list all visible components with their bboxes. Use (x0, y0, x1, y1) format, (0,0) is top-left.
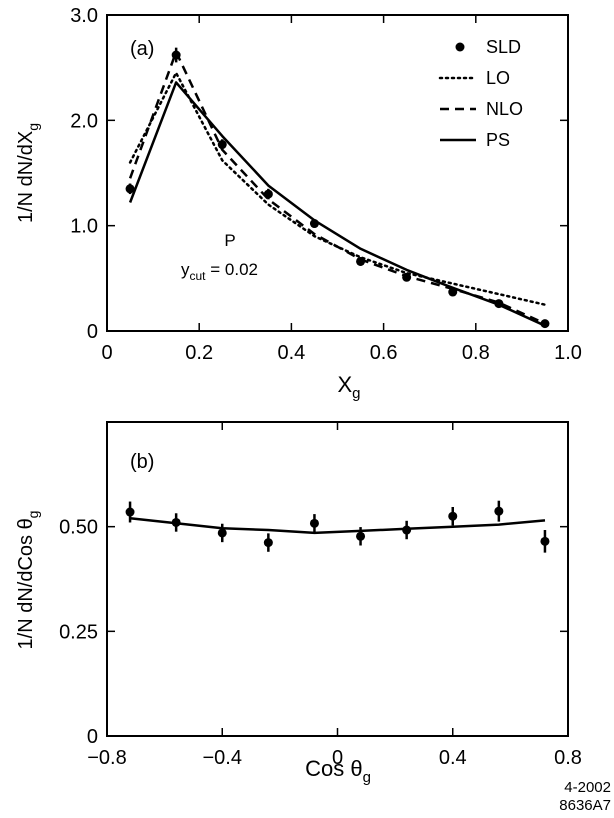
panel-b-label: (b) (130, 451, 154, 473)
footer-code: 8636A7 (559, 797, 611, 814)
sld-data-point (309, 518, 319, 528)
sld-data-point (217, 528, 227, 538)
annotation-ycut: ycut = 0.02 (181, 260, 258, 283)
legend-label-ps: PS (486, 130, 510, 150)
x-tick-label: 0.6 (370, 342, 398, 364)
panel-a-xlabel: Xg (337, 372, 360, 402)
x-tick-label: −0.8 (87, 747, 126, 769)
y-tick-label: 0 (87, 726, 98, 748)
panel-b-xlabel: Cos θg (305, 756, 371, 786)
ps-series-line (129, 517, 546, 535)
annotation-p: P (224, 231, 235, 250)
panel-b-ylabel: 1/N dN/dCos θg (15, 511, 41, 650)
x-tick-label: 0 (332, 747, 343, 769)
legend-label-lo: LO (486, 68, 510, 88)
y-tick-label: 0 (87, 321, 98, 343)
legend-label-nlo: NLO (486, 99, 523, 119)
panel-b-frame (106, 421, 569, 737)
panel-a: 0 0.2 0.4 0.6 0.8 1.0 0 1.0 2.0 3.0 (a) P ycut = … (15, 5, 582, 402)
x-tick-label: 0.2 (185, 342, 213, 364)
y-tick-label: 0.50 (59, 517, 98, 539)
y-tick-label: 2.0 (70, 110, 98, 132)
panel-a-ylabel: 1/N dN/dXg (15, 123, 41, 223)
sld-data-point (356, 531, 366, 541)
legend: SLD LO NLO PS (438, 37, 523, 150)
footer-date: 4-2002 (564, 779, 611, 796)
sld-data-point (448, 511, 458, 521)
x-tick-label: 0.4 (439, 747, 467, 769)
legend-marker-sld (455, 42, 465, 52)
sld-data-point (540, 536, 550, 546)
y-tick-label: 1.0 (70, 216, 98, 238)
panel-a-label: (a) (130, 38, 154, 60)
sld-data-point (263, 538, 273, 548)
sld-data-point (494, 506, 504, 516)
panel-a-frame (106, 14, 569, 332)
x-tick-label: −0.4 (203, 747, 242, 769)
x-tick-label: 1.0 (554, 342, 582, 364)
legend-label-sld: SLD (486, 37, 521, 57)
sld-data-point (217, 140, 227, 150)
x-tick-label: 0.4 (277, 342, 305, 364)
panel-b: −0.8 −0.4 0 0.4 0.8 0 0.25 0.50 (b) Cos θg 1/N … (15, 421, 582, 786)
sld-data-point (125, 184, 135, 194)
sld-data-point (125, 507, 135, 517)
y-tick-label: 3.0 (70, 5, 98, 27)
x-tick-label: 0 (101, 342, 112, 364)
ps-series-line (128, 81, 546, 327)
x-tick-label: 0.8 (462, 342, 490, 364)
x-tick-label: 0.8 (554, 747, 582, 769)
y-tick-label: 0.25 (59, 621, 98, 643)
